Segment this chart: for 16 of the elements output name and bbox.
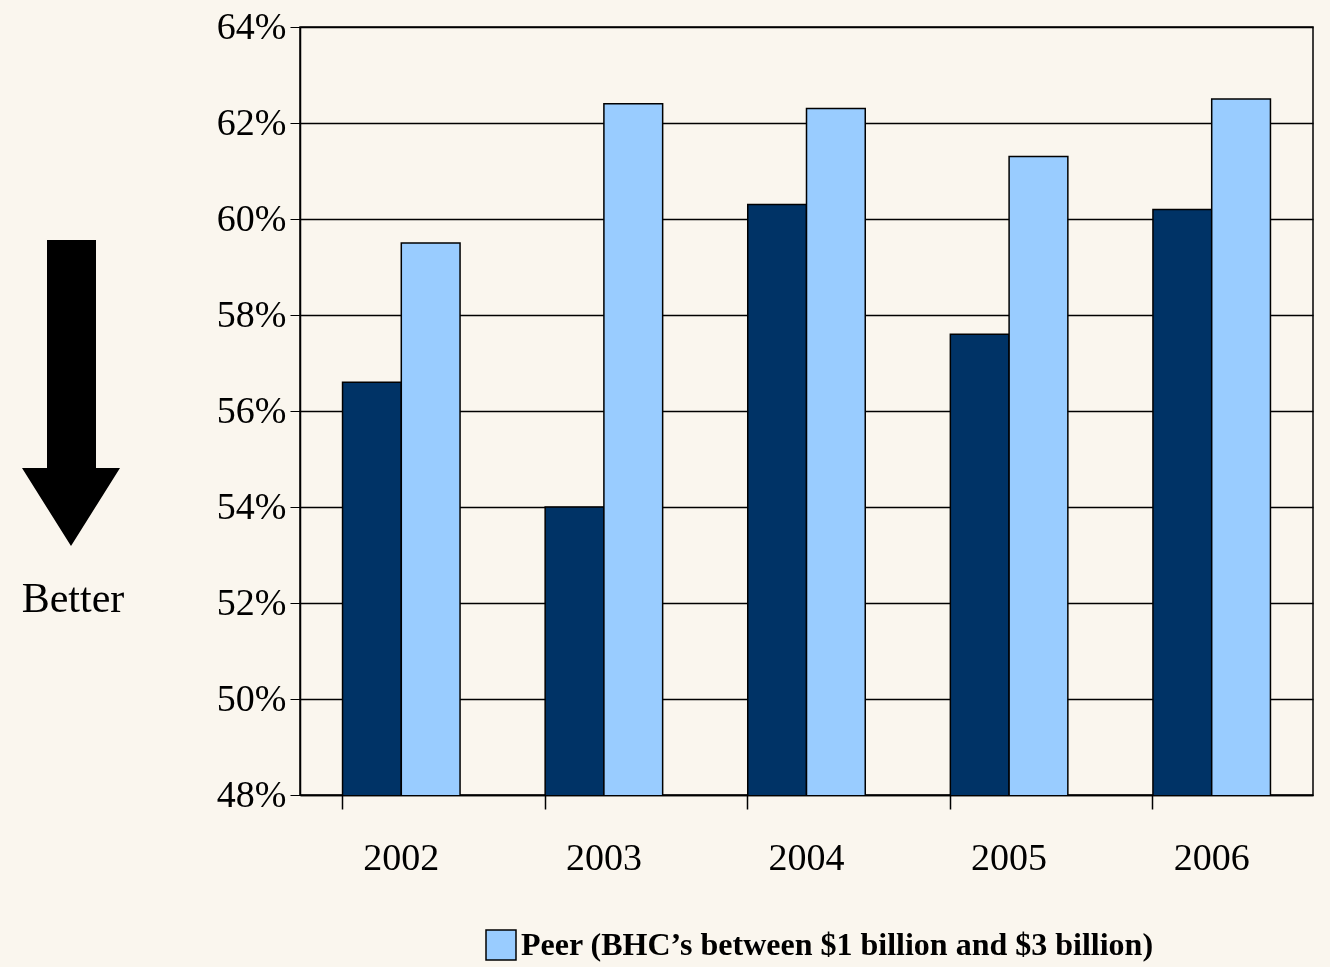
legend-label: Peer (BHC’s between $1 billion and $3 billion) [521, 926, 1154, 962]
y-tick-label: 58% [216, 292, 287, 335]
y-tick-label: 64% [216, 4, 287, 47]
text: Better [20, 574, 126, 622]
y-tick-label: 54% [216, 484, 287, 527]
x-tick-label: 2006 [1173, 835, 1250, 878]
x-tick-label: 2005 [971, 835, 1048, 878]
x-tick-label: 2002 [363, 835, 440, 878]
y-tick-label: 50% [216, 676, 287, 719]
x-tick-label: 2003 [565, 835, 642, 878]
x-tick-label: 2004 [768, 835, 845, 878]
y-tick-label: 48% [216, 772, 287, 815]
y-tick-label: 62% [216, 100, 287, 143]
y-tick-label: 60% [216, 196, 287, 239]
y-tick-label: 52% [216, 580, 287, 623]
y-tick-label: 56% [216, 388, 287, 431]
